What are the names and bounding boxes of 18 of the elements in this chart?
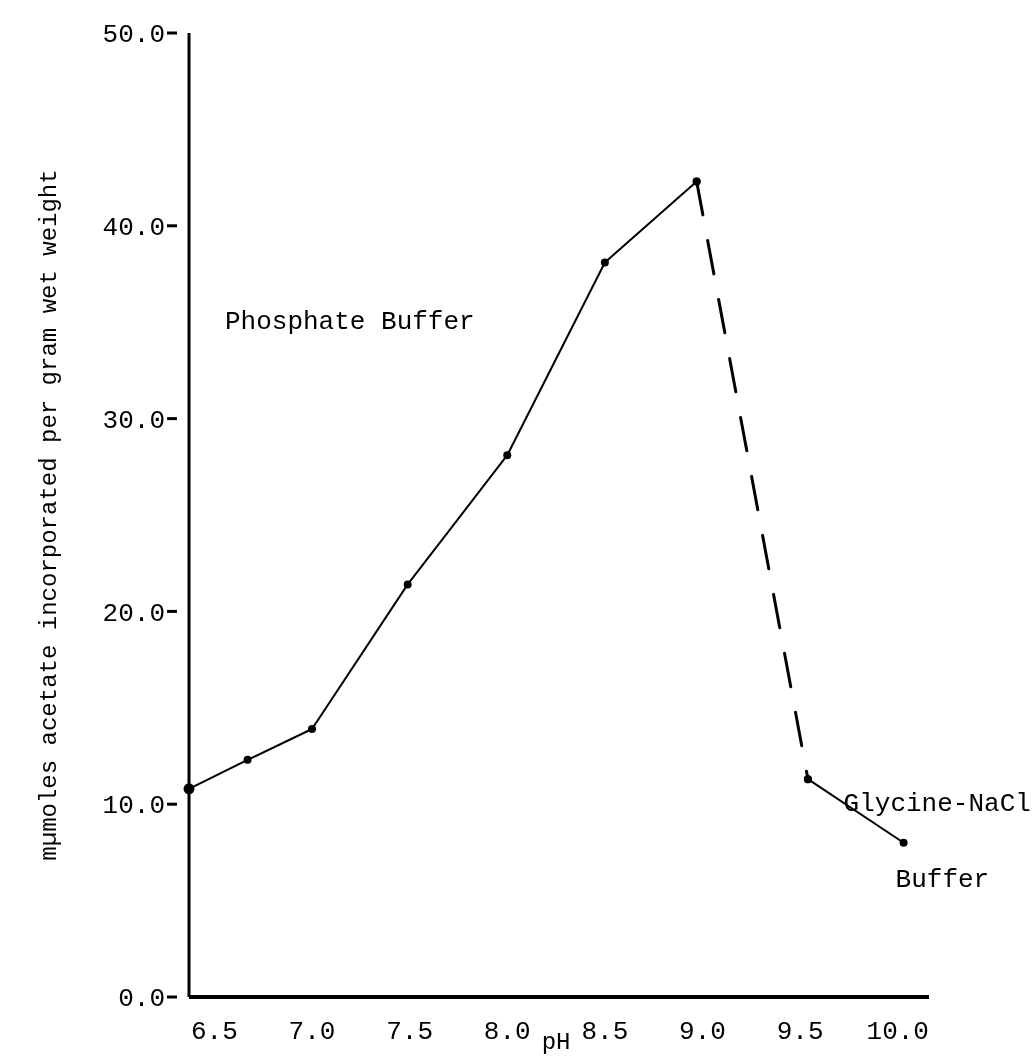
x-tick-label: 8.5 [581,1017,629,1047]
y-tick-label: 40.0 [102,212,165,243]
x-tick-label: 8.0 [483,1017,531,1047]
y-tick-label: 30.0 [102,405,165,436]
x-tick-label: 6.5 [190,1017,238,1047]
annotation: Phosphate Buffer [225,307,475,337]
text: Glycine-NaCl Buffer [843,788,1031,895]
x-tick-label: 7.5 [386,1017,434,1047]
y-axis-title: mµmoles acetate incorporated per gram wet weight [36,169,63,861]
x-tick-label: 10.0 [866,1017,929,1047]
y-tick-label: 10.0 [102,791,165,822]
x-tick-label: 9.0 [679,1017,726,1047]
x-tick-label: 9.5 [776,1017,824,1047]
x-tick-label: 7.0 [288,1017,336,1047]
x-axis-title: pH [541,1029,571,1056]
y-tick-label: 50.0 [102,20,165,51]
y-tick-label: 20.0 [102,598,165,629]
y-tick-label: 0.0 [118,984,165,1015]
